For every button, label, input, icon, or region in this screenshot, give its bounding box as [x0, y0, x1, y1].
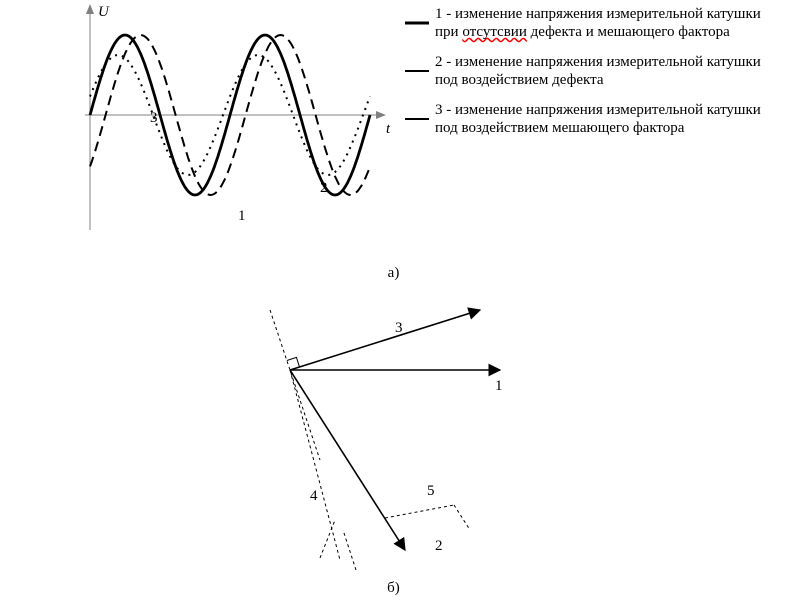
svg-text:t: t [386, 121, 390, 137]
legend-swatch-1 [405, 22, 429, 25]
top-row: Ut 1 2 3 1 - изменение напряжения измерител… [70, 0, 780, 250]
legend-swatch-2 [405, 70, 429, 72]
caption-a: а) [0, 265, 787, 282]
voltage-waveform-chart: Ut 1 2 3 [70, 0, 390, 250]
svg-text:2: 2 [320, 180, 328, 196]
svg-text:5: 5 [427, 483, 435, 499]
chart-svg: Ut 1 2 3 [70, 0, 390, 250]
legend-item-3: 3 - изменение напряжения измерительной к… [435, 101, 765, 137]
svg-text:1: 1 [238, 208, 246, 224]
legend-item-2: 2 - изменение напряжения измерительной к… [435, 53, 765, 89]
legend-text-1-post: дефекта и мешающего фактора [527, 24, 730, 40]
page-root: Ut 1 2 3 1 - изменение напряжения измерител… [0, 0, 787, 606]
legend-text-2: 2 - изменение напряжения измерительной к… [435, 54, 761, 88]
legend-swatch-3 [405, 118, 429, 120]
legend-text-3: 3 - изменение напряжения измерительной к… [435, 102, 761, 136]
svg-text:3: 3 [395, 320, 403, 336]
svg-text:4: 4 [310, 488, 318, 504]
caption-b: б) [0, 580, 787, 597]
svg-text:2: 2 [435, 538, 443, 554]
svg-text:3: 3 [150, 110, 158, 126]
svg-text:U: U [98, 4, 110, 20]
vector-diagram: 3 1 2 4 5 [220, 290, 570, 590]
legend-text-1-underlined: отсутсвии [462, 24, 527, 40]
legend: 1 - изменение напряжения измерительной к… [435, 5, 765, 149]
svg-text:1: 1 [495, 378, 503, 394]
vector-svg: 3 1 2 4 5 [220, 290, 570, 590]
legend-item-1: 1 - изменение напряжения измерительной к… [435, 5, 765, 41]
